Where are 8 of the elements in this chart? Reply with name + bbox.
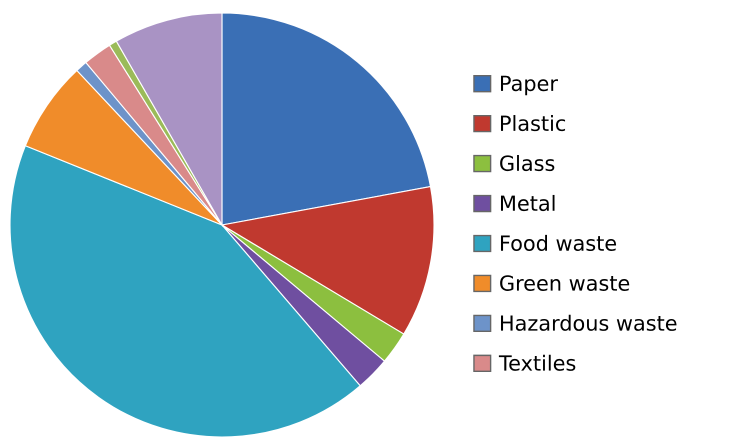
- legend-label: Metal: [500, 194, 555, 212]
- legend-label: Paper: [500, 76, 558, 96]
- legend-label: Plastic: [500, 115, 566, 132]
- legend-label: Hazardous waste: [500, 314, 676, 331]
- legend-label: Green waste: [500, 275, 630, 291]
- legend-label: Glass: [500, 154, 554, 172]
- legend-label: Textiles: [498, 354, 576, 371]
- legend-label: Food waste: [500, 234, 616, 252]
